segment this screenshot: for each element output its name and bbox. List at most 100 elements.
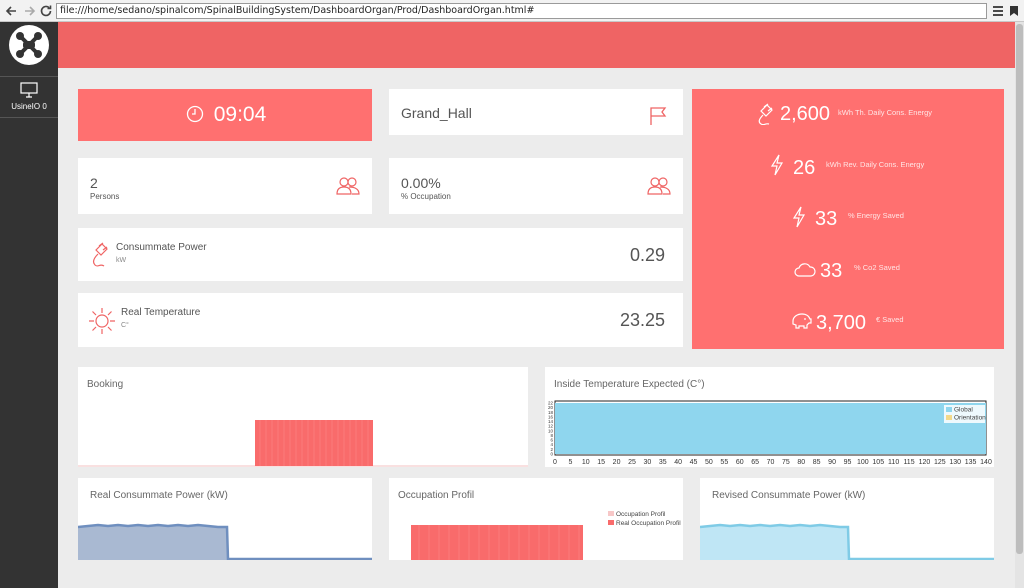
x-tick-label: 20 bbox=[613, 459, 621, 466]
y-tick-label: 20 bbox=[548, 405, 554, 410]
location-value: Grand_Hall bbox=[401, 105, 472, 121]
time-value: 09:04 bbox=[213, 103, 267, 126]
occupation-value: 0.00% bbox=[401, 175, 441, 191]
x-tick-label: 110 bbox=[888, 459, 899, 466]
series-area-global bbox=[555, 403, 986, 454]
x-tick-label: 135 bbox=[965, 459, 977, 466]
energy-row-co2-saved: 33 % Co2 Saved bbox=[692, 255, 1004, 285]
y-tick-label: 12 bbox=[548, 424, 554, 429]
clock-icon bbox=[186, 105, 204, 123]
revised-power-chart-title: Revised Consummate Power (kW) bbox=[712, 490, 866, 501]
real-power-line bbox=[78, 523, 372, 560]
forward-arrow-icon[interactable] bbox=[21, 3, 37, 19]
sidebar-item-usineio[interactable]: UsineIO 0 bbox=[0, 76, 58, 118]
scrollbar[interactable] bbox=[1015, 22, 1024, 588]
y-tick-label: 6 bbox=[550, 438, 553, 443]
lightning-icon bbox=[792, 206, 806, 228]
real-power-chart bbox=[78, 523, 372, 560]
x-tick-label: 105 bbox=[872, 459, 884, 466]
y-tick-label: 18 bbox=[548, 410, 554, 415]
x-tick-label: 130 bbox=[949, 459, 961, 466]
y-tick-label: 22 bbox=[548, 401, 554, 406]
legend-swatch-global bbox=[946, 407, 952, 412]
y-tick-label: 10 bbox=[548, 428, 554, 433]
energy-label: € Saved bbox=[876, 315, 904, 324]
users-icon bbox=[647, 177, 671, 195]
x-tick-label: 10 bbox=[582, 459, 590, 466]
temperature-tile: Real Temperature C° 23.25 bbox=[78, 293, 683, 347]
x-tick-label: 95 bbox=[844, 459, 852, 466]
x-tick-label: 15 bbox=[597, 459, 605, 466]
menu-icon[interactable] bbox=[990, 3, 1006, 19]
cloud-icon bbox=[794, 263, 816, 277]
x-tick-label: 90 bbox=[828, 459, 836, 466]
browser-toolbar: file:///home/sedano/spinalcom/SpinalBuil… bbox=[0, 0, 1024, 22]
power-label: Consummate Power bbox=[116, 242, 207, 253]
x-tick-label: 75 bbox=[782, 459, 790, 466]
energy-label: % Co2 Saved bbox=[854, 263, 900, 272]
x-tick-label: 35 bbox=[659, 459, 667, 466]
x-tick-label: 5 bbox=[568, 459, 572, 466]
flag-icon bbox=[650, 107, 667, 125]
users-icon bbox=[336, 177, 360, 195]
revised-power-chart-panel: Revised Consummate Power (kW) bbox=[700, 478, 994, 560]
x-tick-label: 85 bbox=[813, 459, 821, 466]
x-tick-label: 70 bbox=[767, 459, 775, 466]
piggy-bank-icon bbox=[792, 313, 812, 329]
energy-value: 2,600 bbox=[780, 103, 831, 125]
y-tick-label: 8 bbox=[550, 433, 553, 438]
occupation-profil-bar bbox=[411, 525, 583, 560]
temperature-label: Real Temperature bbox=[121, 307, 201, 318]
energy-row-energy-saved: 33 % Energy Saved bbox=[692, 203, 1004, 233]
x-tick-label: 60 bbox=[736, 459, 744, 466]
x-tick-label: 0 bbox=[553, 459, 557, 466]
revised-power-line bbox=[700, 523, 994, 560]
revised-power-chart bbox=[700, 523, 994, 560]
y-tick-label: 2 bbox=[550, 447, 553, 452]
occupation-profil-chart: Occupation Profil Real Occupation Profil bbox=[411, 511, 681, 560]
temperature-value: 23.25 bbox=[619, 310, 665, 330]
sidebar: UsineIO 0 bbox=[0, 22, 58, 588]
persons-tile: 2 Persons bbox=[78, 158, 372, 214]
legend-orientation: Orientation bbox=[954, 415, 986, 422]
x-tick-label: 30 bbox=[643, 459, 651, 466]
temperature-unit: C° bbox=[121, 322, 129, 329]
energy-row-th-cons: 2,600 kWh Th. Daily Cons. Energy bbox=[692, 100, 1004, 130]
scrollbar-thumb[interactable] bbox=[1016, 24, 1023, 554]
occupation-tile: 0.00% % Occupation bbox=[389, 158, 683, 214]
x-tick-label: 25 bbox=[628, 459, 636, 466]
y-tick-label: 14 bbox=[548, 419, 554, 424]
inside-temp-chart-panel: Inside Temperature Expected (C°) 22 20 18 1… bbox=[545, 367, 994, 467]
energy-value: 33 bbox=[815, 208, 838, 230]
persons-value: 2 bbox=[90, 175, 98, 191]
bookmark-icon[interactable] bbox=[1006, 3, 1022, 19]
back-arrow-icon[interactable] bbox=[4, 3, 20, 19]
occupation-profil-chart-panel: Occupation Profil Occupation Profil Real… bbox=[389, 478, 683, 560]
occupation-label: % Occupation bbox=[401, 192, 451, 201]
legend-occupation-profil: Occupation Profil bbox=[616, 511, 666, 518]
booking-chart bbox=[78, 420, 528, 467]
occupation-profil-chart-title: Occupation Profil bbox=[398, 490, 475, 501]
reload-icon[interactable] bbox=[38, 3, 54, 19]
x-tick-label: 140 bbox=[980, 459, 992, 466]
x-tick-label: 120 bbox=[919, 459, 931, 466]
x-tick-label: 65 bbox=[751, 459, 759, 466]
lightning-icon bbox=[770, 154, 784, 176]
real-power-chart-title: Real Consummate Power (kW) bbox=[90, 490, 228, 501]
energy-label: kWh Rev. Daily Cons. Energy bbox=[826, 160, 925, 169]
legend-box bbox=[944, 405, 985, 423]
url-input[interactable]: file:///home/sedano/spinalcom/SpinalBuil… bbox=[56, 3, 987, 19]
power-unit: kW bbox=[116, 257, 127, 264]
x-tick-label: 100 bbox=[857, 459, 869, 466]
x-tick-label: 40 bbox=[674, 459, 682, 466]
inside-temp-chart-title: Inside Temperature Expected (C°) bbox=[554, 379, 705, 390]
booking-chart-panel: Booking bbox=[78, 367, 528, 467]
drone-logo-icon[interactable] bbox=[9, 25, 49, 65]
legend-global: Global bbox=[954, 407, 973, 414]
x-tick-label: 115 bbox=[903, 459, 914, 466]
energy-value: 33 bbox=[820, 260, 843, 282]
revised-power-area bbox=[700, 525, 848, 560]
power-tile: Consummate Power kW 0.29 bbox=[78, 228, 683, 281]
energy-label: kWh Th. Daily Cons. Energy bbox=[838, 108, 933, 117]
